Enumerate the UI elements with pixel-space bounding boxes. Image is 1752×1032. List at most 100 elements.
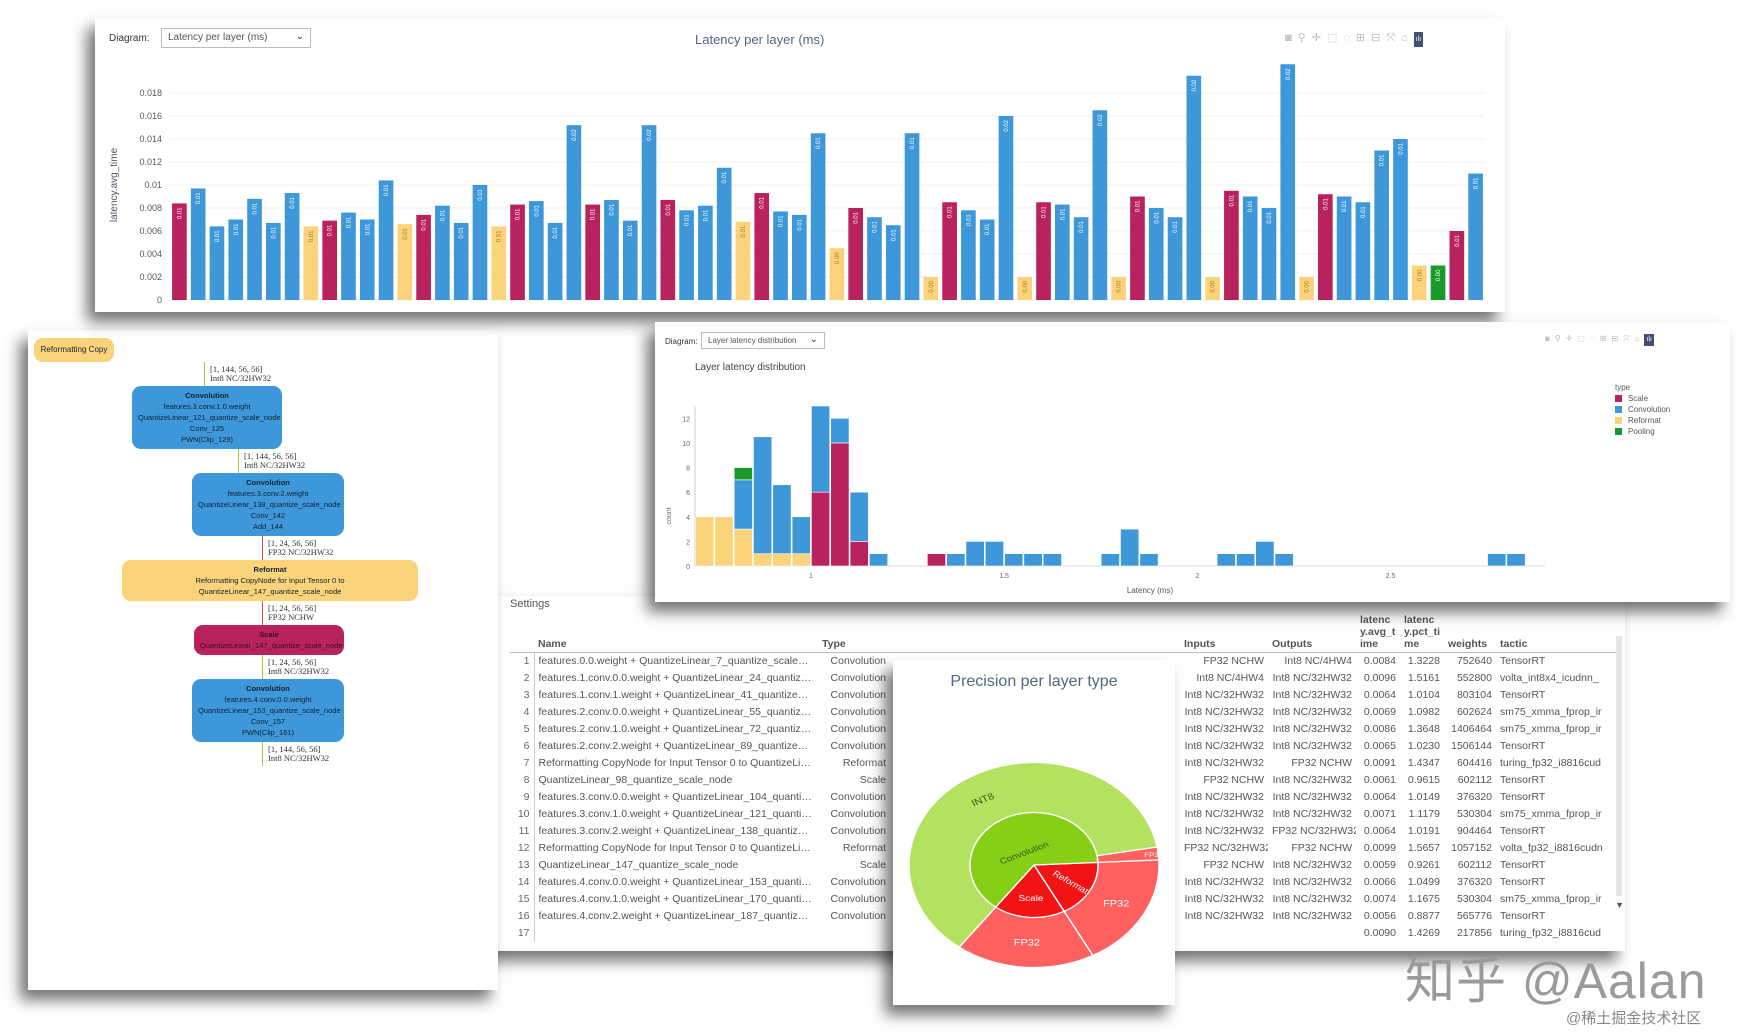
scroll-down-icon[interactable]: ▼ <box>1615 900 1624 910</box>
pan-icon[interactable]: ✛ <box>1311 32 1321 44</box>
hist-bar-convolution <box>811 405 831 493</box>
table-row[interactable]: 11 features.3.conv.2.weight + QuantizeLin… <box>510 823 1618 840</box>
hist-bar-convolution <box>984 541 1004 567</box>
layer-name: features.1.conv.0.0.weight + QuantizeLin… <box>538 672 819 684</box>
settings-label[interactable]: Settings <box>510 598 550 610</box>
output-format: Int8 NC/32HW32 <box>1272 706 1352 718</box>
table-row[interactable]: 17 0.0090 1.4269 217856 turing_fp32_i8816cud <box>510 925 1618 942</box>
table-row[interactable]: 12 Reformatting CopyNode for Input Tensor… <box>510 840 1618 857</box>
table-row[interactable]: 6 features.2.conv.2.weight + QuantizeLine… <box>510 738 1618 755</box>
zoom-in-icon[interactable]: ⊞ <box>1599 334 1607 343</box>
table-row[interactable]: 15 features.4.conv.1.0.weight + QuantizeL… <box>510 891 1618 908</box>
zoom-out-icon[interactable]: ⊟ <box>1371 32 1381 44</box>
graph-node-conv[interactable]: Convolution features.3.conv.1.0.weight Qua… <box>132 386 282 449</box>
bar-scale <box>1036 202 1051 300</box>
bar-value-label: 0.00 <box>929 280 935 292</box>
graph-node-conv[interactable]: Convolution features.4.conv.0.0.weight Qua… <box>192 679 344 742</box>
diagram-select[interactable]: Latency per layer (ms) ⌄ <box>161 28 311 48</box>
y-axis-label: count <box>666 507 673 524</box>
chart-title: Precision per layer type <box>950 673 1118 690</box>
input-format: Int8 NC/32HW32 <box>1184 723 1264 735</box>
bar-convolution <box>1092 110 1108 300</box>
box-select-icon[interactable]: ⬚ <box>1577 334 1585 343</box>
legend-item-scale[interactable]: Scale <box>1615 393 1670 404</box>
graph-edge-line <box>262 536 263 560</box>
lasso-icon[interactable]: ◌ <box>1343 32 1350 44</box>
graph-node-conv[interactable]: Convolution features.3.conv.2.weight Quant… <box>192 473 344 536</box>
column-header[interactable]: Type <box>818 612 890 653</box>
graph-node-partial[interactable]: Reformatting Copy <box>34 338 114 362</box>
hist-bar-convolution <box>1506 553 1526 567</box>
graph-node-scale[interactable]: Scale QuantizeLinear_147_quantize_scale_n… <box>194 625 344 655</box>
column-header[interactable]: weights <box>1444 612 1496 653</box>
zoom-in-icon[interactable]: ⊞ <box>1355 32 1366 44</box>
plotly-logo-icon[interactable]: ılı <box>1413 32 1424 47</box>
column-header[interactable] <box>510 612 534 653</box>
legend-item-convolution[interactable]: Convolution <box>1615 404 1670 415</box>
table-row[interactable]: 1 features.0.0.weight + QuantizeLinear_7_… <box>510 652 1618 670</box>
sunburst-outer-label: FP32 <box>1103 899 1130 909</box>
table-row[interactable]: 5 features.2.conv.1.0.weight + QuantizeLi… <box>510 721 1618 738</box>
camera-icon[interactable]: ◙ <box>1545 334 1550 343</box>
layer-type <box>818 925 890 942</box>
table-row[interactable]: 14 features.4.conv.0.0.weight + QuantizeL… <box>510 874 1618 891</box>
weights: 602112 <box>1457 774 1492 786</box>
bar-convolution <box>998 116 1014 300</box>
table-row[interactable]: 16 features.4.conv.2.weight + QuantizeLin… <box>510 908 1618 925</box>
autoscale-icon[interactable]: ⤧ <box>1623 334 1630 343</box>
bar-convolution <box>378 180 394 300</box>
diagram-select[interactable]: Layer latency distribution ⌄ <box>701 332 825 349</box>
column-header[interactable]: tactic <box>1496 612 1618 653</box>
autoscale-icon[interactable]: ⤧ <box>1386 32 1396 44</box>
latency-avg: 0.0064 <box>1363 689 1396 701</box>
x-tick-label: 1.5 <box>999 573 1009 580</box>
table-scrollbar[interactable] <box>1616 636 1622 896</box>
zoom-out-icon[interactable]: ⊟ <box>1611 334 1619 343</box>
hist-bar-convolution <box>772 484 792 554</box>
graph-edge-label: [1, 24, 56, 56] FP32 NC/32HW32 <box>262 536 498 560</box>
edge-shape: [1, 144, 56, 56] <box>268 744 321 754</box>
column-header[interactable]: Inputs <box>1180 612 1268 653</box>
layer-name: QuantizeLinear_147_quantize_scale_node <box>538 859 739 871</box>
graph-node-reformat[interactable]: Reformat Reformatting CopyNode for Input … <box>122 560 418 601</box>
box-select-icon[interactable]: ⬚ <box>1326 32 1338 44</box>
pan-icon[interactable]: ✛ <box>1565 334 1573 343</box>
zoom-icon[interactable]: ⚲ <box>1554 334 1561 343</box>
table-row[interactable]: 4 features.2.conv.0.0.weight + QuantizeLi… <box>510 704 1618 721</box>
column-header[interactable]: latency.pct_time <box>1400 612 1444 653</box>
input-format <box>1180 925 1268 942</box>
bar-value-label: 0.01 <box>910 137 916 149</box>
table-row[interactable]: 3 features.1.conv.1.weight + QuantizeLine… <box>510 687 1618 704</box>
lasso-icon[interactable]: ◌ <box>1589 334 1595 343</box>
table-row[interactable]: 8 QuantizeLinear_98_quantize_scale_node Sc… <box>510 772 1618 789</box>
table-row[interactable]: 9 features.3.conv.0.0.weight + QuantizeLi… <box>510 789 1618 806</box>
table-row[interactable]: 2 features.1.conv.0.0.weight + QuantizeLi… <box>510 670 1618 687</box>
output-format: Int8 NC/32HW32 <box>1272 893 1352 905</box>
table-row[interactable]: 13 QuantizeLinear_147_quantize_scale_node… <box>510 857 1618 874</box>
hist-bar-scale <box>849 541 869 567</box>
bar-reformat <box>1017 277 1033 300</box>
legend-item-pooling[interactable]: Pooling <box>1615 426 1670 437</box>
camera-icon[interactable]: ◙ <box>1285 32 1292 44</box>
bar-convolution <box>641 125 657 300</box>
column-header[interactable]: Name <box>534 612 818 653</box>
table-row[interactable]: 7 Reformatting CopyNode for Input Tensor … <box>510 755 1618 772</box>
reset-axes-icon[interactable]: ⌂ <box>1634 334 1640 343</box>
legend-item-reformat[interactable]: Reformat <box>1615 415 1670 426</box>
hist-bar-convolution <box>965 541 985 567</box>
row-number: 11 <box>510 823 535 840</box>
y-tick-label: 0 <box>157 295 162 305</box>
bar-reformat <box>1111 277 1127 300</box>
column-header[interactable]: Outputs <box>1268 612 1356 653</box>
column-header[interactable]: latency.avg_time <box>1356 612 1400 653</box>
reset-axes-icon[interactable]: ⌂ <box>1401 32 1408 44</box>
zoom-icon[interactable]: ⚲ <box>1297 32 1306 44</box>
output-format: Int8 NC/32HW32 <box>1272 689 1352 701</box>
hist-bar-convolution <box>1274 553 1294 567</box>
layer-name: Reformatting CopyNode for Input Tensor 0… <box>538 757 819 769</box>
table-row[interactable]: 10 features.3.conv.1.0.weight + QuantizeL… <box>510 806 1618 823</box>
chart-legend: type Scale Convolution Reformat Pooling <box>1615 382 1670 437</box>
plotly-logo-icon[interactable]: ılı <box>1644 334 1654 346</box>
output-format: Int8 NC/32HW32 <box>1272 876 1352 888</box>
